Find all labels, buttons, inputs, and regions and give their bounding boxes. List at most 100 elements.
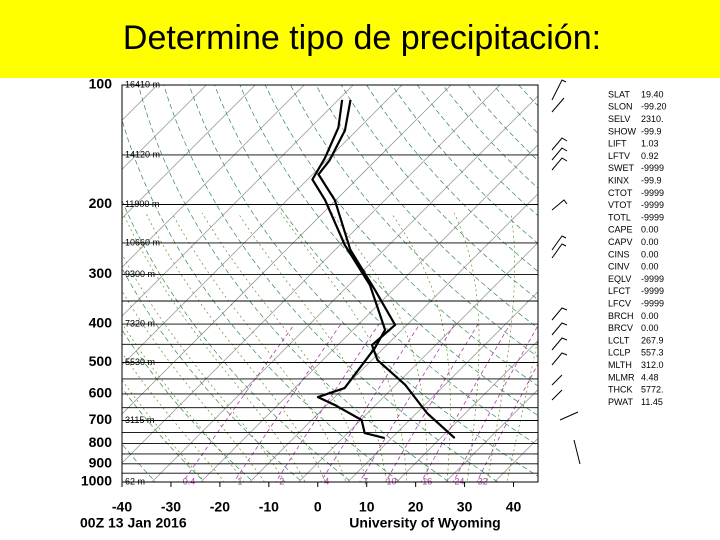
y-tick-label: 200: [89, 195, 113, 211]
y-tick-label: 700: [89, 411, 113, 427]
dry-adiabat: [0, 85, 114, 490]
isotherm: [445, 388, 538, 482]
mixing-ratio-line: [182, 323, 295, 482]
index-value: 0.00: [641, 225, 659, 235]
isotherm: [543, 85, 720, 482]
index-name: LIFT: [608, 139, 627, 149]
index-value: 267.9: [641, 335, 664, 345]
index-value: 0.00: [641, 237, 659, 247]
mixing-ratio-label: 7: [363, 476, 368, 486]
index-value: -9999: [641, 212, 664, 222]
profile-line: [317, 99, 456, 439]
mixing-ratio-label: 10: [387, 476, 397, 486]
x-tick-label: -30: [161, 499, 181, 515]
y-tick-label: 1000: [81, 473, 112, 489]
index-value: 0.00: [641, 262, 659, 272]
dry-adiabat: [122, 199, 352, 482]
mixing-ratio-line: [275, 323, 380, 482]
index-name: CTOT: [608, 188, 633, 198]
index-name: VTOT: [608, 200, 632, 210]
index-name: PWAT: [608, 397, 633, 407]
mixing-ratio-line: [385, 323, 479, 482]
index-name: MLMR: [608, 372, 635, 382]
moist-adiabat: [237, 212, 387, 482]
moist-adiabat: [122, 253, 286, 482]
index-value: 0.92: [641, 151, 659, 161]
index-value: -99.20: [641, 102, 667, 112]
height-label: 16410 m: [125, 79, 160, 89]
isotherm: [298, 242, 538, 482]
isotherm: [0, 85, 59, 482]
isotherm: [122, 85, 452, 415]
index-value: -9999: [641, 163, 664, 173]
isotherm: [122, 85, 501, 464]
isotherm: [122, 85, 354, 317]
dry-adiabat: [442, 85, 538, 189]
isotherm: [122, 85, 305, 268]
index-value: 5772.: [641, 385, 664, 395]
index-value: -9999: [641, 200, 664, 210]
index-value: -9999: [641, 274, 664, 284]
index-value: 0.00: [641, 323, 659, 333]
index-name: CAPV: [608, 237, 633, 247]
index-name: KINX: [608, 175, 629, 185]
x-tick-label: 40: [506, 499, 522, 515]
height-label: 14120 m: [125, 149, 160, 159]
index-value: -9999: [641, 188, 664, 198]
x-tick-label: 10: [359, 499, 375, 515]
isotherm: [122, 85, 403, 366]
index-value: 2310.: [641, 114, 664, 124]
index-value: 4.48: [641, 372, 659, 382]
height-label: 7320 m: [125, 318, 155, 328]
index-value: 1.03: [641, 139, 659, 149]
mixing-ratio-label: 4: [324, 476, 329, 486]
isotherm: [122, 85, 207, 170]
index-name: SELV: [608, 114, 630, 124]
isotherm: [200, 144, 538, 482]
wind-barbs: [551, 79, 581, 465]
isotherm: [0, 85, 11, 482]
mixing-ratio-label: 32: [478, 476, 488, 486]
title-band: [0, 0, 720, 78]
index-value: 11.45: [641, 397, 663, 407]
y-tick-label: 800: [89, 434, 113, 450]
moist-adiabat: [391, 212, 451, 482]
dry-adiabat: [122, 387, 205, 482]
index-value: 312.0: [641, 360, 664, 370]
dry-adiabat: [122, 329, 254, 482]
height-label: 62 m: [125, 476, 145, 486]
plot-frame: [121, 84, 539, 483]
y-tick-label: 900: [89, 455, 113, 471]
moist-adiabat: [453, 212, 480, 482]
dry-adiabat: [264, 85, 538, 387]
moist-adiabat: [122, 290, 265, 482]
dry-adiabat: [122, 443, 156, 482]
mixing-ratio-label: 0.4: [183, 476, 196, 486]
dry-adiabat: [138, 85, 450, 482]
mixing-ratio-label: 16: [422, 476, 432, 486]
index-value: -9999: [641, 286, 664, 296]
height-label: 3115 m: [125, 415, 154, 425]
index-name: LCLT: [608, 335, 630, 345]
index-name: BRCH: [608, 311, 634, 321]
dry-adiabat: [163, 85, 499, 482]
index-name: SHOW: [608, 126, 637, 136]
diagram: 0.4 1 2 4 7 10 16 24 321002003004005006007008009…: [81, 76, 539, 515]
index-name: LCLP: [608, 348, 631, 358]
index-name: SLAT: [608, 89, 630, 99]
index-name: CINV: [608, 262, 630, 272]
index-name: CAPE: [608, 225, 633, 235]
mixing-ratio-line: [359, 323, 456, 482]
dry-adiabat: [290, 85, 538, 358]
slide-title: Determine tipo de precipitación:: [123, 19, 601, 57]
height-label: 11900 m: [125, 199, 159, 209]
index-name: MLTH: [608, 360, 632, 370]
dry-adiabat: [188, 85, 538, 477]
dry-adiabat: [417, 85, 538, 217]
moist-adiabat: [201, 212, 367, 482]
dry-adiabat: [544, 85, 720, 490]
index-value: 0.00: [641, 249, 659, 259]
mixing-ratio-line: [452, 324, 538, 482]
station-time: 00Z 13 Jan 2016: [80, 515, 187, 531]
